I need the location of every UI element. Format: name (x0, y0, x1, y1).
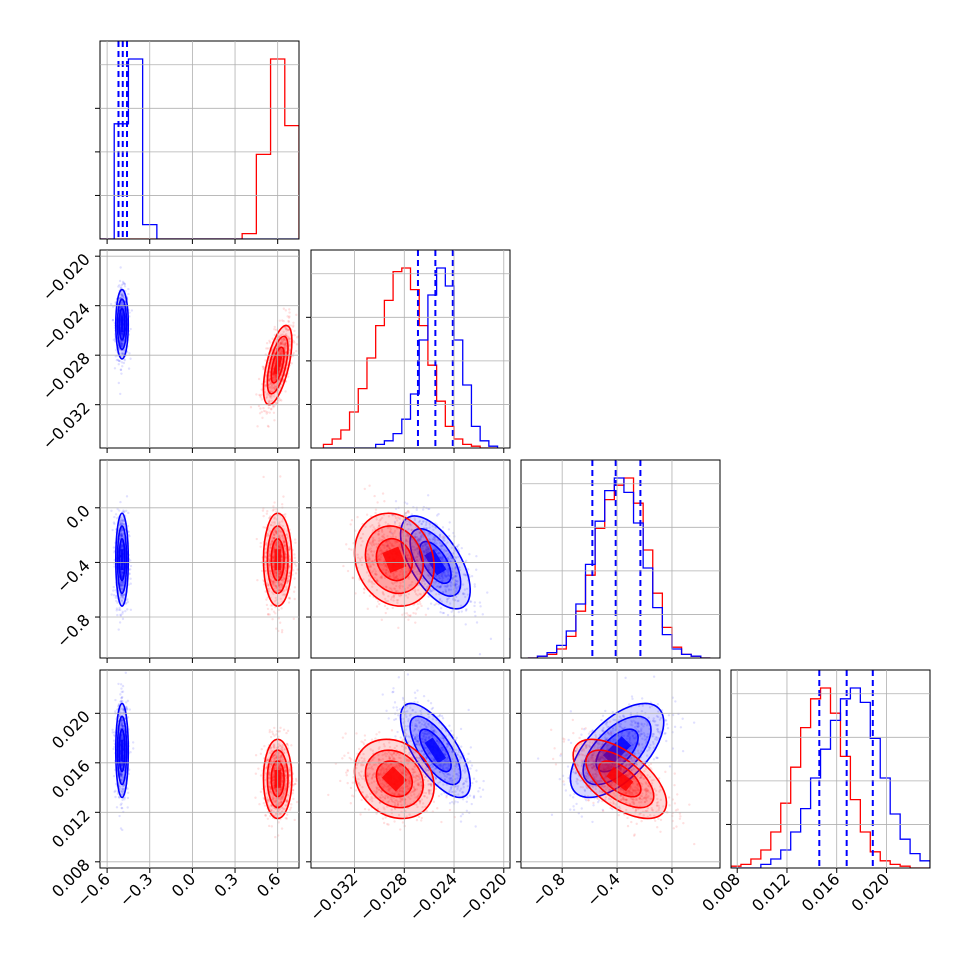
density-contours-red (353, 512, 435, 607)
hist-y-ticks (726, 736, 731, 825)
panel-frame (99, 459, 300, 659)
y-axis-row-2: −0.8 −0.4 0.0 (53, 501, 100, 651)
x-tick-label: 0.008 (698, 869, 744, 915)
histogram-blue (100, 58, 299, 239)
y-tick-label: −0.020 (39, 250, 94, 305)
y-tick-label: 0.016 (48, 756, 94, 802)
histogram-panel-2 (516, 459, 721, 659)
histogram-panel-1 (306, 249, 511, 449)
density-contours-blue (114, 512, 130, 607)
panel-frame (99, 40, 300, 240)
x-tick-label: 0.0 (168, 869, 199, 900)
scatter-panel-3-1 (310, 669, 511, 869)
grid-lines (311, 250, 510, 448)
x-axis-col-0: −0.6 −0.3 0.0 0.3 0.6 (73, 868, 285, 910)
density-contours-red (353, 738, 435, 820)
grid-lines (100, 460, 299, 658)
panel-frame (730, 669, 931, 869)
x-tick-label: −0.020 (455, 869, 510, 924)
y-axis-row-1: −0.032−0.028−0.024−0.020 (39, 250, 100, 453)
density-contours-red (572, 738, 668, 820)
y-tick-label: −0.8 (53, 610, 94, 651)
y-tick-label: −0.024 (39, 299, 94, 354)
grid-lines (521, 670, 720, 868)
scatter-panel-3-0 (99, 669, 300, 869)
density-contours-blue (399, 702, 472, 799)
grid-lines (311, 670, 510, 868)
x-tick-label: 0.012 (748, 869, 794, 915)
scatter-panel-1-0 (99, 249, 300, 449)
x-axis-col-3: 0.008 0.012 0.016 0.020 (698, 868, 893, 915)
y-tick-label: −0.028 (39, 349, 94, 404)
x-tick-label: −0.4 (583, 869, 624, 910)
x-tick-label: 0.0 (647, 869, 678, 900)
panel-frame (99, 249, 300, 449)
x-tick-label: −0.024 (406, 869, 461, 924)
y-tick-label: −0.032 (39, 398, 94, 453)
histogram-red (731, 687, 930, 868)
scatter-panel-2-0 (99, 459, 300, 659)
panel-frame (520, 459, 721, 659)
x-tick-label: 0.020 (847, 869, 893, 915)
density-contours-blue (114, 702, 130, 799)
grid-lines (521, 460, 720, 658)
grid-lines (100, 670, 299, 868)
y-tick-label: 0.012 (48, 806, 94, 852)
panel-frame (310, 669, 511, 869)
panel-frame (99, 669, 300, 869)
density-contours-red (262, 512, 293, 607)
grid-lines (100, 41, 299, 239)
y-tick-label: 0.0 (62, 501, 93, 532)
histogram-panel-0 (95, 40, 300, 240)
panel-frame (520, 669, 721, 869)
histogram-red (527, 477, 711, 658)
histogram-panel-3 (726, 669, 931, 869)
x-tick-label: −0.028 (356, 869, 411, 924)
x-tick-label: −0.032 (306, 869, 361, 924)
x-tick-label: −0.8 (528, 869, 569, 910)
hist-y-ticks (306, 316, 311, 405)
grid-lines (311, 460, 510, 658)
histogram-red (322, 267, 498, 448)
y-tick-label: 0.020 (48, 707, 94, 753)
x-tick-label: 0.6 (253, 869, 284, 900)
y-tick-label: −0.4 (53, 556, 94, 597)
grid-lines (100, 250, 299, 448)
x-axis-col-1: −0.032−0.028−0.024−0.020 (306, 868, 511, 925)
x-tick-label: −0.3 (116, 869, 157, 910)
histogram-blue (323, 267, 499, 448)
histogram-blue (527, 477, 711, 658)
grid-lines (731, 670, 930, 868)
scatter-panel-2-1 (310, 459, 511, 659)
x-tick-label: 0.3 (210, 869, 241, 900)
panel-frame (310, 459, 511, 659)
scatter-panel-3-2 (520, 669, 721, 869)
x-tick-label: 0.016 (798, 869, 844, 915)
panel-frame (310, 249, 511, 449)
x-axis-col-2: −0.8 −0.4 0.0 (528, 868, 679, 910)
hist-y-ticks (516, 526, 521, 615)
histogram-red (100, 58, 299, 239)
density-contours-blue (114, 288, 130, 360)
hist-y-ticks (95, 107, 100, 196)
histogram-blue (731, 687, 930, 868)
